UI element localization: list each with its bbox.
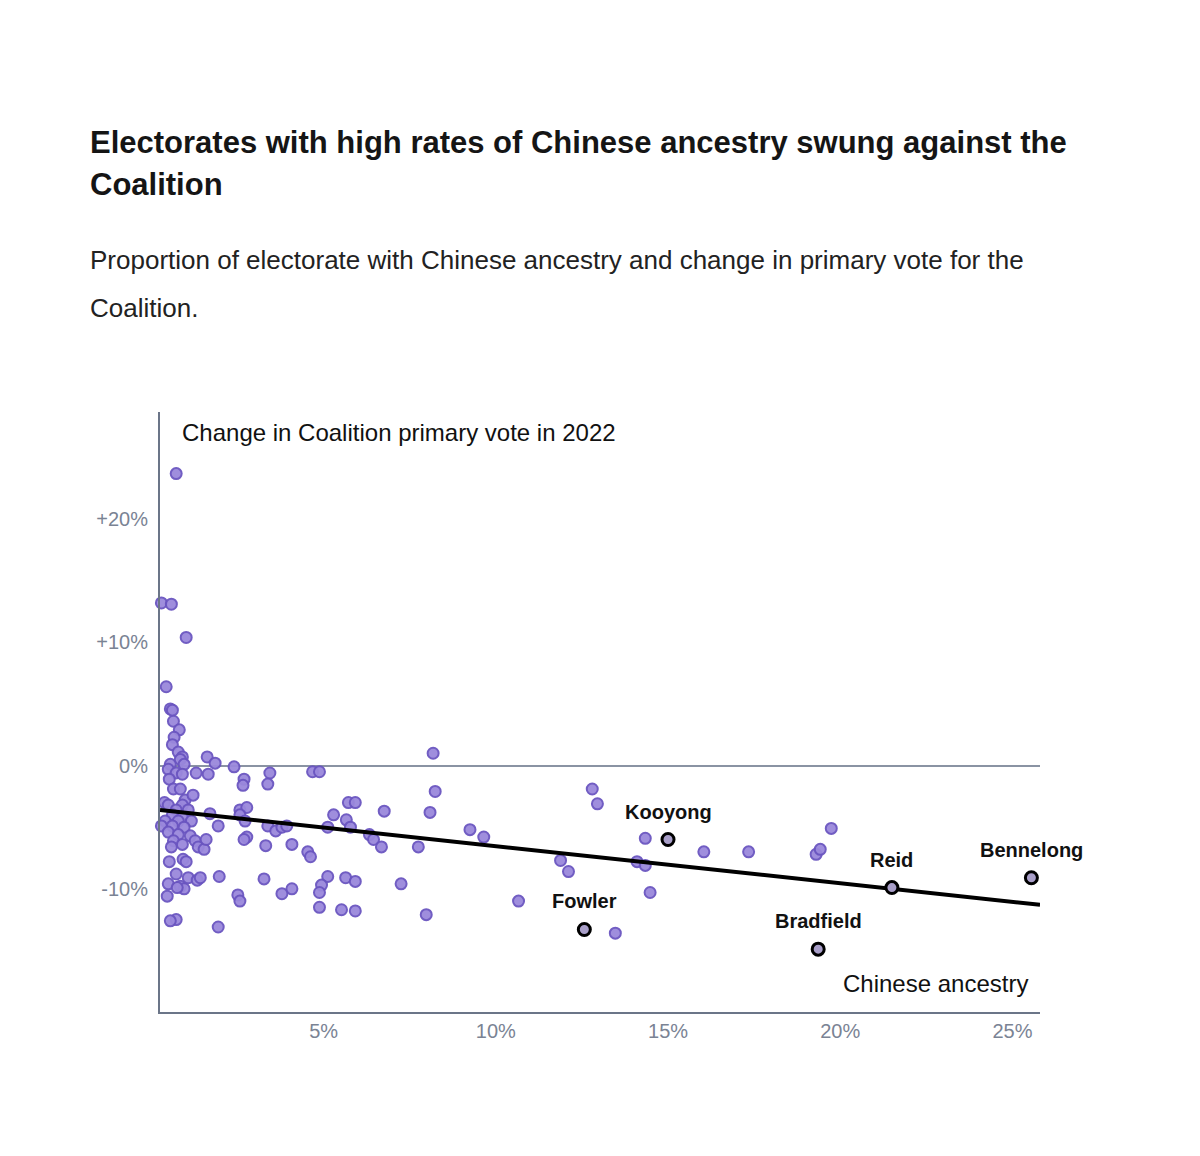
html-text:Proportion of electorate with: Proportion of electorate with Chinese an…: [90, 245, 1024, 323]
svg-text:0%: 0%: [119, 755, 148, 777]
svg-text:Bradfield: Bradfield: [775, 910, 862, 932]
svg-text:Reid: Reid: [870, 849, 913, 871]
html-text:Electorates with high rates of: Electorates with high rates of Chinese a…: [90, 125, 1067, 202]
svg-text:+20%: +20%: [96, 508, 148, 530]
svg-text:15%: 15%: [648, 1020, 688, 1042]
svg-text:Change in Coalition primary vo: Change in Coalition primary vote in 2022: [182, 419, 616, 446]
svg-text:Chinese ancestry: Chinese ancestry: [843, 970, 1028, 997]
svg-text:Bennelong: Bennelong: [980, 839, 1083, 861]
svg-text:5%: 5%: [309, 1020, 338, 1042]
svg-text:Fowler: Fowler: [552, 890, 617, 912]
svg-text:20%: 20%: [820, 1020, 860, 1042]
svg-text:+10%: +10%: [96, 631, 148, 653]
svg-text:Kooyong: Kooyong: [625, 801, 712, 823]
svg-text:-10%: -10%: [101, 878, 148, 900]
svg-text:10%: 10%: [476, 1020, 516, 1042]
svg-text:25%: 25%: [992, 1020, 1032, 1042]
